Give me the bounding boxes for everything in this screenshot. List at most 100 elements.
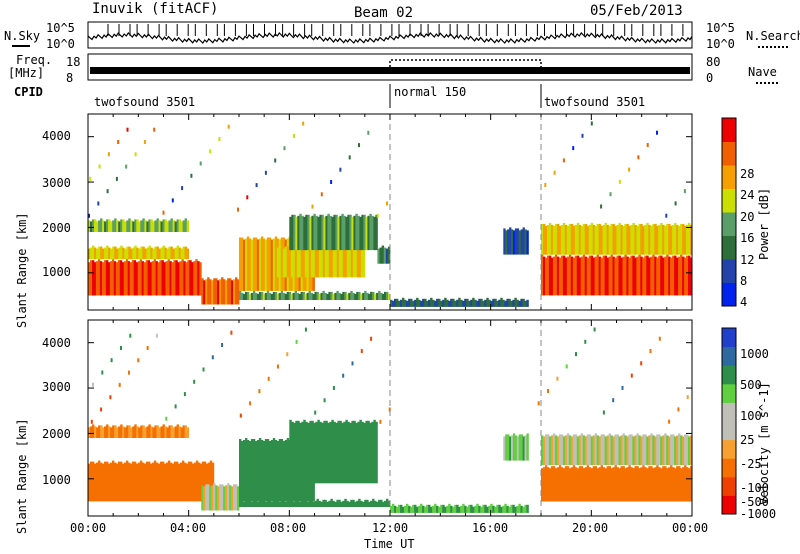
echo-cell [94, 463, 97, 502]
echo-cell [122, 247, 125, 260]
echo-cell [145, 461, 149, 502]
echo-cell [252, 237, 256, 291]
echo-cell [197, 261, 200, 296]
echo-cell [574, 255, 578, 296]
echo-cell [574, 434, 578, 466]
echo-cell [307, 214, 310, 251]
velocity-cb-tick-m100: -100 [740, 481, 769, 495]
echo-cell [600, 465, 603, 502]
echo-cell [161, 260, 164, 296]
echo-cell [258, 438, 262, 502]
echo-cell [209, 486, 212, 511]
echo-cell [541, 254, 544, 296]
echo-cell [524, 435, 527, 461]
echo-cell [342, 246, 346, 278]
echo-cell [272, 500, 276, 507]
echo-scatter [101, 370, 104, 375]
echo-cell [656, 257, 659, 296]
echo-cell [117, 260, 121, 296]
power-cb-tick-12: 12 [740, 253, 755, 267]
echo-cell [142, 425, 145, 438]
echo-cell [254, 499, 258, 507]
echo-cell [324, 292, 327, 300]
echo-cell [129, 262, 133, 296]
echo-cell [470, 299, 473, 307]
echo-cell [197, 462, 201, 502]
echo-cell [258, 238, 262, 291]
echo-cell [195, 460, 199, 502]
echo-cell [588, 255, 592, 296]
echo-cell [286, 500, 290, 507]
echo-cell [181, 460, 185, 502]
echo-cell [664, 466, 667, 502]
echo-cell [135, 463, 139, 502]
echo-cell [112, 425, 115, 438]
echo-cell [100, 246, 103, 260]
echo-scatter [640, 361, 643, 366]
echo-cell [335, 214, 338, 251]
echo-cell [588, 224, 592, 255]
echo-cell [492, 298, 495, 307]
echo-cell [488, 299, 491, 307]
echo-cell [350, 290, 353, 300]
nave-label: Nave [748, 65, 777, 79]
echo-cell [159, 260, 162, 296]
echo-cell [98, 425, 101, 438]
echo-cell [514, 435, 518, 461]
echo-cell [596, 435, 599, 466]
echo-scatter [92, 382, 94, 387]
echo-cell [624, 435, 627, 466]
echo-cell [588, 434, 592, 466]
echo-cell [548, 468, 552, 502]
echo-scatter [221, 343, 224, 347]
echo-cell [690, 224, 693, 255]
echo-cell [442, 299, 445, 307]
echo-cell [152, 221, 155, 232]
echo-cell [94, 219, 97, 232]
freq-left-tick-top: 18 [66, 55, 81, 69]
echo-cell [545, 225, 548, 255]
echo-scatter [339, 167, 342, 172]
echo-scatter [258, 389, 261, 394]
echo-cell [336, 499, 339, 507]
echo-cell [328, 291, 331, 300]
echo-cell [205, 279, 208, 305]
echo-cell [340, 293, 343, 300]
echo-cell [150, 247, 153, 260]
echo-scatter [193, 379, 196, 384]
echo-cell [174, 247, 177, 260]
echo-cell [332, 500, 335, 507]
echo-cell [337, 216, 340, 251]
velocity-cb-tick-25: 25 [740, 433, 755, 447]
echo-cell [288, 498, 292, 507]
echo-cell [310, 292, 313, 300]
echo-cell [177, 463, 181, 502]
echo-cell [298, 501, 301, 507]
echo-cell [640, 256, 643, 296]
echo-cell [642, 225, 645, 255]
echo-cell [347, 421, 350, 484]
echo-cell [246, 291, 250, 300]
echo-cell [304, 247, 308, 278]
echo-cell [125, 460, 129, 502]
echo-cell [652, 468, 655, 502]
echo-cell [298, 293, 301, 300]
echo-cell [229, 485, 232, 511]
echo-cell [505, 434, 508, 461]
echo-cell [178, 426, 181, 438]
echo-cell [506, 298, 509, 307]
echo-scatter [360, 349, 363, 354]
echo-cell [600, 434, 603, 466]
echo-cell [580, 256, 584, 296]
echo-cell [302, 498, 305, 507]
echo-cell [464, 298, 467, 307]
echo-cell [526, 504, 529, 513]
echo-cell [297, 420, 300, 484]
echo-cell [590, 222, 594, 255]
echo-cell [334, 501, 337, 507]
echo-cell [227, 483, 230, 511]
echo-cell [126, 246, 129, 260]
echo-cell [522, 506, 525, 513]
echo-cell [672, 467, 675, 502]
